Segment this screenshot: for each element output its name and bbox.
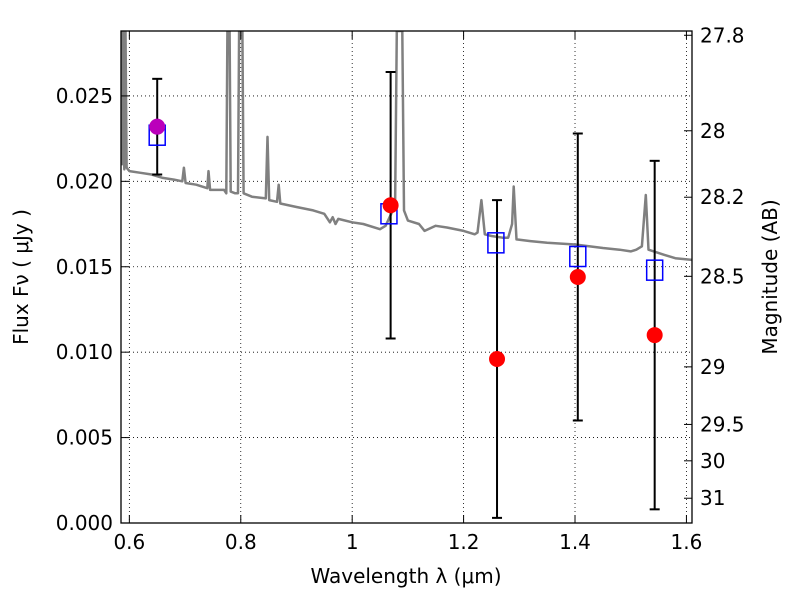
magnitude-tick-label: 28.5 [700, 264, 745, 288]
magnitude-tick-label: 28 [700, 119, 725, 143]
observed-flux-point [382, 197, 399, 214]
model-photometry-marker [569, 245, 587, 268]
y-tick-label: 0.010 [56, 340, 113, 364]
y-tick-label: 0.005 [56, 426, 113, 450]
magnitude-tick-label: 29 [700, 355, 725, 379]
y-axis-title: Flux Fν ( μJy ) [9, 209, 33, 345]
right-axis-title: Magnitude (AB) [758, 199, 782, 354]
y-tick-label: 0.015 [56, 255, 113, 279]
magnitude-tick-label: 31 [700, 486, 725, 510]
model-photometry-marker [487, 232, 505, 254]
y-tick-label: 0.025 [56, 84, 113, 108]
magnitude-tick-label: 28.2 [700, 185, 745, 209]
x-tick-label: 1.6 [671, 530, 703, 554]
y-tick-label: 0.000 [56, 511, 113, 535]
x-tick-label: 1.4 [559, 530, 591, 554]
y-tick-label: 0.020 [56, 169, 113, 193]
x-tick-label: 1.2 [448, 530, 480, 554]
observed-flux-markers [149, 118, 663, 367]
tick-marks [121, 31, 692, 524]
x-tick-labels: 0.6 0.8 1 1.2 1.4 1.6 [113, 530, 702, 554]
x-axis-title: Wavelength λ (μm) [310, 564, 501, 588]
observed-flux-point [569, 269, 586, 285]
magnitude-tick-label: 27.8 [700, 23, 745, 47]
magnitude-tick-labels: 27.8 28 28.2 28.5 29 29.5 30 31 [700, 23, 745, 510]
model-spectrum-line [121, 31, 692, 262]
x-tick-label: 0.8 [225, 530, 257, 554]
observed-flux-point [149, 118, 166, 135]
plot-frame [120, 30, 693, 524]
x-tick-label: 0.6 [113, 530, 145, 554]
y-tick-labels: 0.000 0.005 0.010 0.015 0.020 0.025 [56, 84, 113, 535]
model-photometry-marker [645, 259, 664, 281]
magnitude-tick-label: 29.5 [700, 412, 745, 436]
plot-background [121, 31, 692, 523]
observed-flux-point [489, 351, 506, 367]
x-tick-label: 1 [346, 530, 359, 554]
observed-flux-point [646, 327, 663, 344]
magnitude-tick-label: 30 [700, 449, 725, 473]
plot-area [121, 31, 692, 519]
